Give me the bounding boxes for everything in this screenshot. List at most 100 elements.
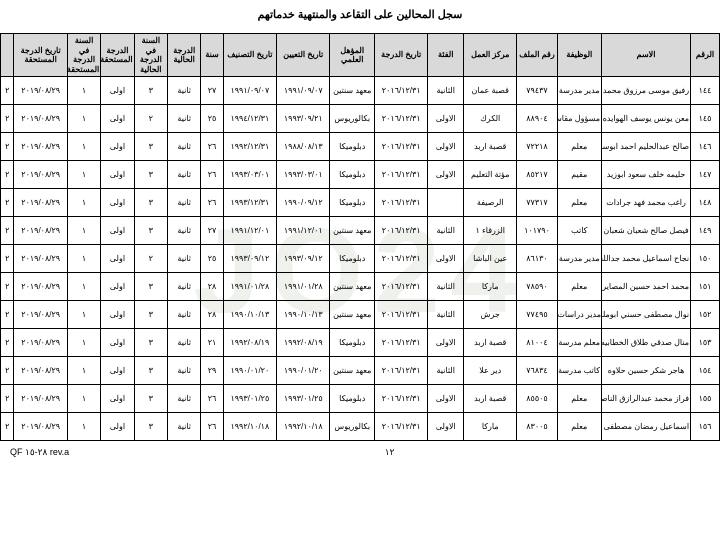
cell: ١٩٩٣/٠١/٢٥ — [223, 385, 276, 413]
cell: ١٤٩ — [691, 217, 720, 245]
cell: ٢٠١٦/١٢/٣١ — [375, 77, 428, 105]
cell: ٧٧٤٩٥ — [517, 301, 557, 329]
cell: اولى — [101, 357, 134, 385]
cell: قصبة عمان — [464, 77, 517, 105]
cell: نجاح اسماعيل محمد جدالله — [602, 245, 691, 273]
cell: الكرك — [464, 105, 517, 133]
cell: ١٤٧ — [691, 161, 720, 189]
cell: الاولى — [428, 161, 464, 189]
cell: ٢٠١٩/٠٨/٢٩ — [14, 133, 67, 161]
cell: ٢٨ — [201, 273, 223, 301]
cell: ١٩٩٠/٠٩/١٢ — [277, 189, 330, 217]
cell: ٢ — [1, 301, 14, 329]
cell: اولى — [101, 217, 134, 245]
cell: قصبة اربد — [464, 133, 517, 161]
cell: ١٤٥ — [691, 105, 720, 133]
cell: ١ — [67, 413, 100, 441]
cell — [428, 189, 464, 217]
cell: قصبة اربد — [464, 385, 517, 413]
cell: حليمه خلف سعود ابوزيد — [602, 161, 691, 189]
cell: ثانية — [168, 189, 201, 217]
cell: ٢٦ — [201, 161, 223, 189]
cell: ١٩٩٢/١٢/٣١ — [223, 133, 276, 161]
h-grad: تاريخ الدرجة — [375, 34, 428, 77]
cell: اولى — [101, 385, 134, 413]
cell: ٧٧٣١٧ — [517, 189, 557, 217]
cell: اولى — [101, 77, 134, 105]
cell: الاولى — [428, 245, 464, 273]
cell: ٢٠١٩/٠٨/٢٩ — [14, 217, 67, 245]
cell: عين الباشا — [464, 245, 517, 273]
h-file: رقم الملف — [517, 34, 557, 77]
table-row: ١٤٦صالح عبدالحليم احمد ابوسرداتهمعلم٧٢٢١… — [1, 133, 720, 161]
cell: ١ — [67, 217, 100, 245]
table-row: ١٤٨راغب محمد فهد جراداتمعلم٧٧٣١٧الرصيفة٢… — [1, 189, 720, 217]
cell: صالح عبدالحليم احمد ابوسرداته — [602, 133, 691, 161]
footer-page: ١٢ — [385, 447, 395, 458]
cell: ٢٦ — [201, 189, 223, 217]
cell: ٣ — [134, 217, 167, 245]
table-row: ١٥٢نوال مصطفى حسني ابوملحممدير دراسات٧٧٤… — [1, 301, 720, 329]
cell: ثانية — [168, 161, 201, 189]
cell: الثانية — [428, 273, 464, 301]
cell: ١٩٩٣/٠٩/١٢ — [277, 245, 330, 273]
cell: ٣ — [134, 189, 167, 217]
h-cur2: السنة في الدرجة الحالية — [134, 34, 167, 77]
cell: اولى — [101, 245, 134, 273]
cell: مدير دراسات — [557, 301, 602, 329]
h-num: الرقم — [691, 34, 720, 77]
cell: ٢١ — [201, 329, 223, 357]
cell: ٢ — [1, 385, 14, 413]
cell: ٢٠١٦/١٢/٣١ — [375, 245, 428, 273]
table-row: ١٤٤رفيق موسى مرزوق محمدمدير مدرسة٧٩٤٣٧قص… — [1, 77, 720, 105]
cell: ٢٦ — [201, 133, 223, 161]
cell: ٢٠١٦/١٢/٣١ — [375, 161, 428, 189]
cell: ١٩٩٠/٠١/٢٠ — [223, 357, 276, 385]
table-row: ١٥٤هاجر شكر حسين حلاوهكاتب مدرسة٧٦٨٣٤دير… — [1, 357, 720, 385]
cell: ٢ — [134, 105, 167, 133]
cell: ٢٠١٩/٠٨/٢٩ — [14, 413, 67, 441]
cell: ثانية — [168, 245, 201, 273]
table-row: ١٥١محمد احمد حسين المصايرهمعلم٧٨٥٩٠ماركا… — [1, 273, 720, 301]
cell: ٨١٠٠٤ — [517, 329, 557, 357]
cell: كاتب مدرسة — [557, 357, 602, 385]
cell: راغب محمد فهد جرادات — [602, 189, 691, 217]
cell: ٢ — [1, 413, 14, 441]
cell: ٢٠١٦/١٢/٣١ — [375, 357, 428, 385]
cell: ١٩٩٢/١٠/١٨ — [277, 413, 330, 441]
cell: ثانية — [168, 329, 201, 357]
cell: ٢٩ — [201, 357, 223, 385]
table-row: ١٥٥فراز محمد عبدالرازق الناصرمعلم٨٥٥٠٥قص… — [1, 385, 720, 413]
cell: جرش — [464, 301, 517, 329]
cell: ١ — [67, 133, 100, 161]
cell: ١٤٨ — [691, 189, 720, 217]
cell: ١ — [67, 77, 100, 105]
cell: معلم — [557, 273, 602, 301]
cell: ١٩٩١/١٢/٠١ — [277, 217, 330, 245]
cell: مسؤول مقاسم — [557, 105, 602, 133]
cell: ١٩٩١/٠١/٢٨ — [277, 273, 330, 301]
cell: ١٥١ — [691, 273, 720, 301]
cell: ثانية — [168, 105, 201, 133]
cell: ٧٨٥٩٠ — [517, 273, 557, 301]
h-year: سنة — [201, 34, 223, 77]
cell: مدير مدرسة — [557, 77, 602, 105]
cell: معهد سنتين — [330, 77, 375, 105]
cell: ٢ — [1, 357, 14, 385]
cell: ٢٠١٩/٠٨/٢٩ — [14, 245, 67, 273]
cell: معلم — [557, 133, 602, 161]
cell: ١٩٩٣/٠٣/٠١ — [223, 161, 276, 189]
cell: ثانية — [168, 77, 201, 105]
table-row: ١٤٧حليمه خلف سعود ابوزيدمقيم٨٥٢١٧مؤتة ال… — [1, 161, 720, 189]
cell: ثانية — [168, 273, 201, 301]
cell: ١ — [67, 105, 100, 133]
cell: ١٥٢ — [691, 301, 720, 329]
cell: دير علا — [464, 357, 517, 385]
cell: اولى — [101, 413, 134, 441]
cell: ١٥٣ — [691, 329, 720, 357]
h-job: الوظيفة — [557, 34, 602, 77]
table-row: ١٥٠نجاح اسماعيل محمد جداللهمدير مدرسة٨٦١… — [1, 245, 720, 273]
cell: ١٩٩٠/١٠/١٣ — [223, 301, 276, 329]
cell: ٣ — [134, 273, 167, 301]
footer: QF ٢٨-١٥ rev.a ١٢ — [0, 441, 720, 464]
